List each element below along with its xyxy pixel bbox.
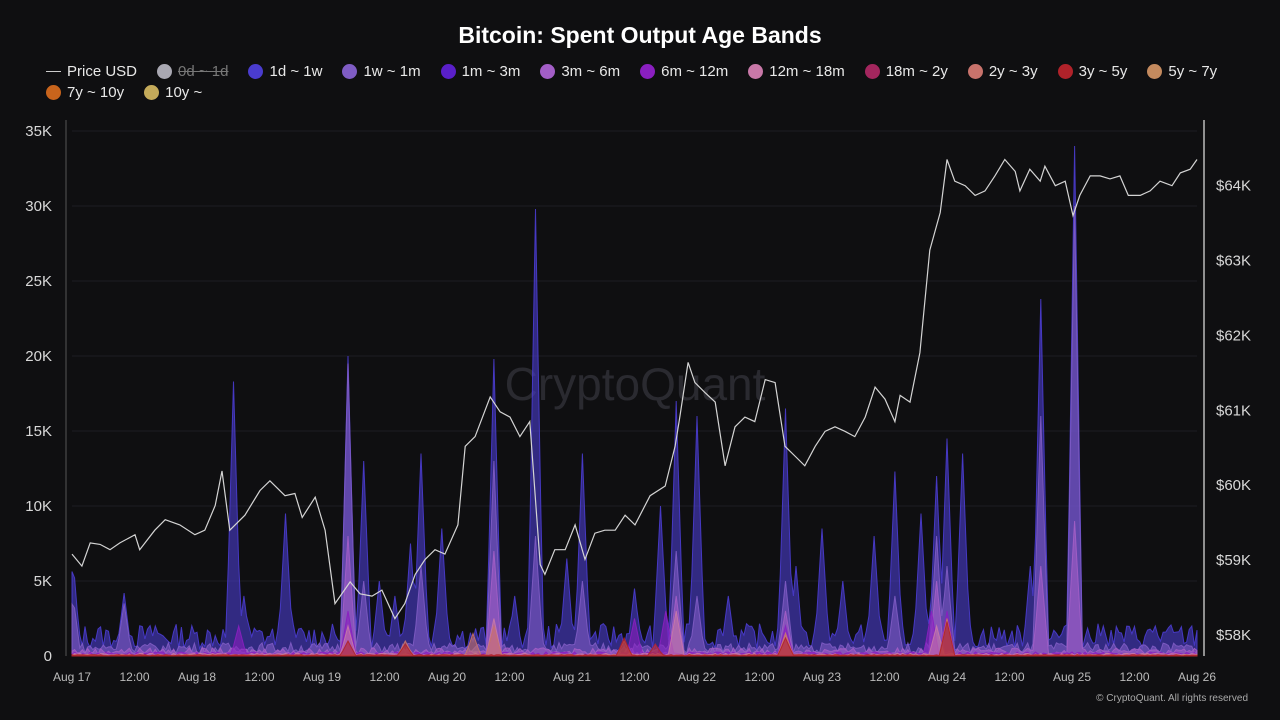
legend-row-2: 7y ~ 10y 10y ~ bbox=[46, 84, 222, 101]
y-left-tick-label: 0 bbox=[44, 648, 52, 665]
chart-title: Bitcoin: Spent Output Age Bands bbox=[458, 22, 822, 48]
legend-swatch bbox=[157, 64, 173, 79]
copyright-footer: © CryptoQuant. All rights reserved bbox=[1096, 693, 1248, 704]
legend-label: 6m ~ 12m bbox=[661, 63, 729, 80]
legend-swatch bbox=[46, 71, 61, 72]
legend-label: 3y ~ 5y bbox=[1078, 63, 1128, 80]
x-tick-label: 12:00 bbox=[744, 670, 774, 684]
y-left-tick-label: 35K bbox=[25, 123, 52, 140]
x-tick-label: Aug 22 bbox=[678, 670, 716, 684]
series-area-1d-1w bbox=[71, 145, 1198, 657]
legend-swatch bbox=[144, 85, 160, 100]
y-left-tick-label: 15K bbox=[25, 423, 52, 440]
legend-item-2y-3y[interactable]: 2y ~ 3y bbox=[967, 63, 1038, 80]
y-left-tick-label: 30K bbox=[25, 198, 52, 215]
legend-label: 18m ~ 2y bbox=[885, 63, 948, 80]
x-tick-label: 12:00 bbox=[869, 670, 899, 684]
legend-item-1w-1m[interactable]: 1w ~ 1m bbox=[342, 63, 421, 80]
legend-label: 2y ~ 3y bbox=[988, 63, 1038, 80]
y-right-tick-label: $58K bbox=[1216, 627, 1251, 644]
legend-item-7y-10y[interactable]: 7y ~ 10y bbox=[46, 84, 124, 101]
x-tick-label: 12:00 bbox=[1119, 670, 1149, 684]
legend-item-0d-1d[interactable]: 0d ~ 1d bbox=[157, 63, 228, 80]
legend-label: 3m ~ 6m bbox=[561, 63, 621, 80]
x-tick-label: Aug 19 bbox=[303, 670, 341, 684]
y-right-tick-label: $60K bbox=[1216, 477, 1251, 494]
legend-swatch bbox=[248, 64, 264, 79]
legend-label: 5y ~ 7y bbox=[1168, 63, 1218, 80]
legend-label: 0d ~ 1d bbox=[178, 63, 229, 80]
y-right-tick-label: $59K bbox=[1216, 552, 1251, 569]
series-area-3y-5y bbox=[71, 621, 1198, 657]
y-right-tick-label: $63K bbox=[1216, 253, 1251, 270]
x-tick-label: Aug 26 bbox=[1178, 670, 1216, 684]
legend-item-5y-7y[interactable]: 5y ~ 7y bbox=[1147, 63, 1217, 80]
y-right-tick-label: $64K bbox=[1216, 178, 1251, 195]
legend-label: 1d ~ 1w bbox=[269, 63, 323, 80]
x-tick-label: Aug 18 bbox=[178, 670, 216, 684]
legend-row-1: Price USD 0d ~ 1d 1d ~ 1w 1w ~ 1m 1m ~ 3m 3m … bbox=[46, 63, 1237, 80]
series-area-12m-18m bbox=[71, 610, 1198, 657]
legend-swatch bbox=[864, 64, 880, 79]
x-tick-label: Aug 21 bbox=[553, 670, 591, 684]
legend-label: 1w ~ 1m bbox=[363, 63, 421, 80]
x-tick-label: 12:00 bbox=[494, 670, 524, 684]
legend-item-12m-18m[interactable]: 12m ~ 18m bbox=[748, 63, 845, 80]
legend-label: 10y ~ bbox=[165, 84, 203, 101]
legend-label: 12m ~ 18m bbox=[769, 63, 845, 80]
x-tick-label: Aug 20 bbox=[428, 670, 466, 684]
legend-swatch bbox=[440, 64, 456, 79]
x-tick-label: Aug 24 bbox=[928, 670, 966, 684]
x-tick-label: Aug 25 bbox=[1053, 670, 1091, 684]
y-left-tick-label: 10K bbox=[25, 498, 52, 515]
x-tick-label: Aug 23 bbox=[803, 670, 841, 684]
x-tick-label: 12:00 bbox=[119, 670, 149, 684]
legend-item-3m-6m[interactable]: 3m ~ 6m bbox=[540, 63, 620, 80]
legend-swatch bbox=[1147, 64, 1163, 79]
legend-item-1d-1w[interactable]: 1d ~ 1w bbox=[248, 63, 322, 80]
legend-item-price-usd[interactable]: Price USD bbox=[46, 63, 137, 80]
legend-item-10y-[interactable]: 10y ~ bbox=[144, 84, 202, 101]
x-tick-label: Aug 17 bbox=[53, 670, 91, 684]
legend-swatch bbox=[748, 64, 764, 79]
legend-swatch bbox=[640, 64, 656, 79]
legend-label: 7y ~ 10y bbox=[67, 84, 125, 101]
x-tick-label: 12:00 bbox=[619, 670, 649, 684]
price-usd-line bbox=[71, 158, 1198, 620]
x-tick-label: 12:00 bbox=[369, 670, 399, 684]
y-right-tick-label: $61K bbox=[1216, 402, 1251, 419]
y-left-tick-label: 20K bbox=[25, 348, 52, 365]
y-right-tick-label: $62K bbox=[1216, 327, 1251, 344]
y-left-tick-label: 5K bbox=[34, 573, 52, 590]
legend-item-1m-3m[interactable]: 1m ~ 3m bbox=[440, 63, 521, 80]
x-tick-label: 12:00 bbox=[994, 670, 1024, 684]
legend-swatch bbox=[967, 64, 983, 79]
legend-swatch bbox=[46, 85, 61, 100]
legend-label: Price USD bbox=[67, 63, 138, 80]
x-tick-label: 12:00 bbox=[244, 670, 274, 684]
legend-item-18m-2y[interactable]: 18m ~ 2y bbox=[864, 63, 948, 80]
watermark-logo: CryptoQuant bbox=[505, 358, 766, 410]
legend-item-3y-5y[interactable]: 3y ~ 5y bbox=[1057, 63, 1128, 80]
legend-item-6m-12m[interactable]: 6m ~ 12m bbox=[640, 63, 728, 80]
legend-label: 1m ~ 3m bbox=[461, 63, 521, 80]
y-left-tick-label: 25K bbox=[25, 273, 52, 290]
legend-swatch bbox=[540, 64, 556, 79]
legend-swatch bbox=[1057, 64, 1073, 79]
legend-swatch bbox=[342, 64, 358, 79]
